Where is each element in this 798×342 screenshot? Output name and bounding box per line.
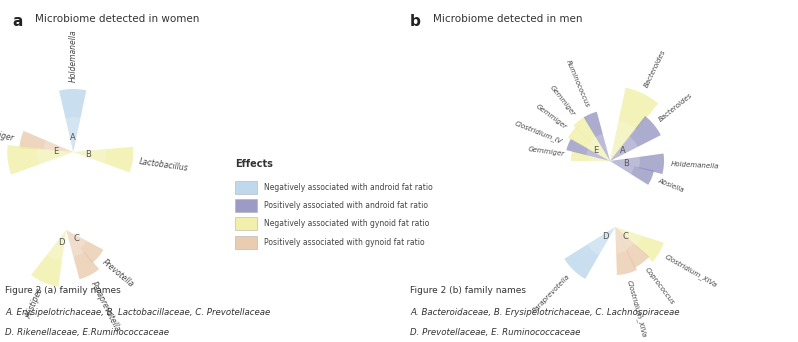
Text: Clostridium_IV: Clostridium_IV (514, 119, 563, 145)
Polygon shape (571, 151, 610, 161)
Polygon shape (31, 230, 66, 287)
Polygon shape (589, 156, 610, 161)
Polygon shape (37, 148, 73, 165)
Polygon shape (573, 117, 610, 161)
Polygon shape (610, 121, 637, 161)
Polygon shape (610, 116, 661, 161)
Polygon shape (590, 137, 610, 161)
Text: Clostridium_XIVa: Clostridium_XIVa (626, 279, 648, 338)
Polygon shape (610, 157, 640, 168)
Text: Clostridium_XIVa: Clostridium_XIVa (664, 253, 718, 289)
Text: Effects: Effects (235, 159, 273, 169)
Text: D: D (602, 232, 609, 241)
Polygon shape (610, 161, 654, 185)
Text: Paraprevotella: Paraprevotella (531, 273, 571, 314)
Text: C: C (622, 232, 628, 241)
Polygon shape (610, 161, 634, 174)
Text: Negatively associated with gynoid fat ratio: Negatively associated with gynoid fat ra… (264, 220, 429, 228)
Text: A. Bacteroidaceae, B. Erysipelotrichaceae, C. Lachnospiraceae: A. Bacteroidaceae, B. Erysipelotrichacea… (410, 308, 680, 317)
Polygon shape (47, 230, 66, 261)
Polygon shape (66, 230, 87, 248)
Polygon shape (59, 89, 86, 152)
Text: Ruminococcus: Ruminococcus (0, 156, 2, 172)
Text: A: A (70, 132, 76, 142)
Text: D. Prevotellaceae, E. Ruminococcaceae: D. Prevotellaceae, E. Ruminococcaceae (410, 328, 580, 337)
Text: D. Rikenellaceae, E.Ruminococcaceae: D. Rikenellaceae, E.Ruminococcaceae (5, 328, 169, 337)
Text: Lactobacillus: Lactobacillus (139, 157, 189, 173)
Text: Figure 2 (a) family names: Figure 2 (a) family names (5, 286, 120, 295)
Polygon shape (73, 147, 133, 172)
Bar (235, 181, 257, 194)
Text: Prevotella: Prevotella (101, 258, 136, 290)
Polygon shape (73, 149, 106, 163)
Text: B: B (85, 149, 91, 159)
Text: Figure 2 (b) family names: Figure 2 (b) family names (410, 286, 526, 295)
Polygon shape (610, 154, 664, 174)
Polygon shape (567, 139, 610, 161)
Polygon shape (595, 134, 610, 161)
Text: Positively associated with gynoid fat ratio: Positively associated with gynoid fat ra… (264, 238, 425, 247)
Text: A. Erysipelotrichaceae, B. Lactobacillaceae, C. Prevotellaceae: A. Erysipelotrichaceae, B. Lactobacillac… (5, 308, 271, 317)
Polygon shape (568, 127, 610, 161)
Text: Microbiome detected in women: Microbiome detected in women (35, 14, 200, 24)
Polygon shape (586, 149, 610, 161)
Polygon shape (66, 230, 85, 257)
Text: a: a (12, 14, 22, 29)
Text: E: E (593, 146, 598, 155)
Polygon shape (66, 230, 103, 263)
Text: Holdemanella: Holdemanella (69, 29, 77, 82)
Polygon shape (615, 227, 627, 253)
Bar (235, 236, 257, 249)
Text: Holdemanella: Holdemanella (671, 161, 719, 170)
Polygon shape (7, 145, 73, 174)
Polygon shape (564, 227, 615, 279)
Polygon shape (610, 136, 638, 161)
Polygon shape (583, 112, 610, 161)
Text: D: D (57, 238, 64, 247)
Text: Absiella: Absiella (657, 178, 685, 194)
Text: Ruminococcus: Ruminococcus (565, 60, 590, 109)
Text: b: b (410, 14, 421, 29)
Text: Paraprevotella: Paraprevotella (89, 280, 122, 333)
Polygon shape (66, 230, 99, 279)
Bar (235, 218, 257, 231)
Text: Gemmiger: Gemmiger (527, 146, 565, 158)
Polygon shape (610, 88, 658, 161)
Text: Positively associated with android fat ratio: Positively associated with android fat r… (264, 201, 428, 210)
Text: Microbiome detected in men: Microbiome detected in men (433, 14, 583, 24)
Polygon shape (587, 142, 610, 161)
Polygon shape (587, 227, 615, 255)
Polygon shape (615, 227, 642, 246)
Polygon shape (615, 227, 634, 249)
Text: Gemmiger: Gemmiger (535, 103, 568, 130)
Text: Negatively associated with android fat ratio: Negatively associated with android fat r… (264, 183, 433, 192)
Text: C: C (73, 234, 80, 243)
Polygon shape (615, 227, 664, 262)
Text: Coprococcus: Coprococcus (644, 267, 676, 306)
Text: A: A (620, 146, 626, 155)
Polygon shape (19, 131, 73, 152)
Polygon shape (615, 227, 650, 268)
Bar (235, 199, 257, 212)
Text: B: B (623, 159, 630, 168)
Text: Bacteroides: Bacteroides (643, 49, 667, 89)
Polygon shape (65, 117, 81, 152)
Text: E: E (53, 147, 58, 157)
Text: Alistipes: Alistipes (25, 287, 45, 320)
Text: Gemmiger: Gemmiger (549, 84, 577, 117)
Polygon shape (615, 227, 637, 275)
Polygon shape (44, 141, 73, 152)
Text: Bacteroides: Bacteroides (658, 92, 693, 123)
Text: Gemmiger: Gemmiger (0, 125, 15, 143)
